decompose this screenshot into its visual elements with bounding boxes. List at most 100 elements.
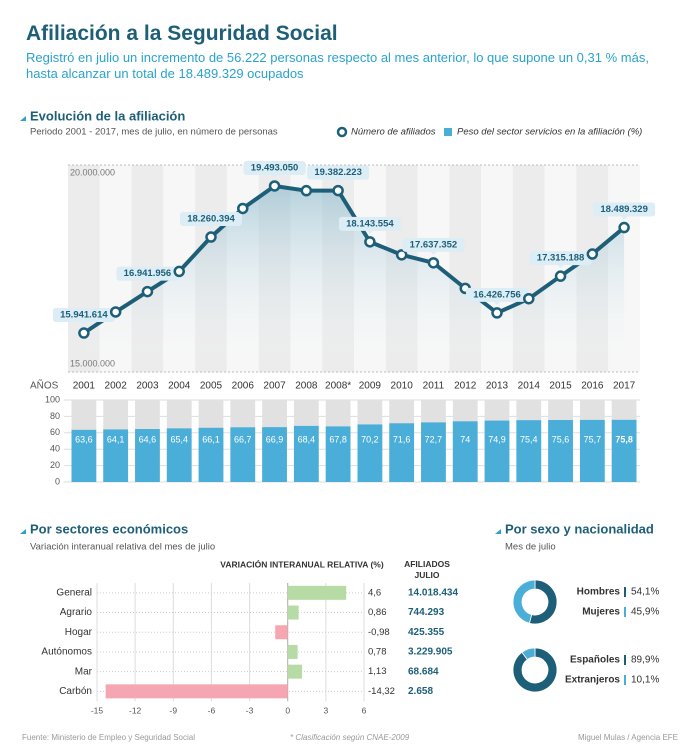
value-label-box bbox=[116, 266, 179, 281]
point bbox=[586, 248, 599, 260]
category-label: Mar bbox=[75, 666, 93, 677]
section-marker bbox=[20, 116, 26, 121]
x-tick-label: 2010 bbox=[391, 381, 414, 392]
y-tick-label: 20.000.000 bbox=[70, 167, 115, 177]
bar bbox=[484, 420, 510, 482]
x-tick-label: 3 bbox=[323, 705, 328, 715]
x-tick-label: 2003 bbox=[136, 381, 159, 392]
value-label-pointer bbox=[80, 322, 87, 326]
y-tick-label: 60 bbox=[50, 427, 60, 437]
x-tick-label: 2007 bbox=[263, 381, 286, 392]
value-label: -0,98 bbox=[368, 627, 390, 638]
bar-value-label: 63,6 bbox=[75, 434, 93, 444]
page-title: Afiliación a la Seguridad Social bbox=[26, 22, 338, 45]
category-label: General bbox=[56, 587, 92, 598]
column-header: AFILIADOS JULIO bbox=[404, 559, 450, 580]
value-label: 19.493.050 bbox=[251, 163, 299, 174]
x-tick-label: 2015 bbox=[549, 381, 572, 392]
bar bbox=[230, 427, 256, 482]
value-label-box bbox=[180, 212, 242, 227]
category-label: Agrario bbox=[60, 607, 93, 618]
value-label: 0,78 bbox=[368, 646, 387, 657]
value-label: 19.382.223 bbox=[314, 167, 362, 178]
bar-value-label: 71,6 bbox=[393, 434, 411, 444]
donut-value-label: 45,9% bbox=[631, 607, 659, 618]
donut-segment bbox=[521, 647, 536, 661]
bar bbox=[325, 426, 351, 482]
y-tick-label: 100 bbox=[45, 394, 60, 404]
x-tick-label: -9 bbox=[170, 705, 178, 715]
donut-category: Mujeres bbox=[582, 607, 620, 618]
bar-value-label: 64,1 bbox=[107, 434, 125, 444]
y-tick-label: 80 bbox=[50, 411, 60, 421]
x-tick-label: 0 bbox=[285, 705, 290, 715]
x-tick-label: 2008 bbox=[295, 381, 318, 392]
category-label: Carbón bbox=[59, 686, 92, 697]
bar bbox=[287, 585, 347, 600]
point bbox=[237, 202, 249, 215]
point bbox=[78, 327, 90, 339]
afiliados-value: 425.355 bbox=[408, 627, 445, 638]
bar-value-label: 74,9 bbox=[488, 434, 506, 444]
value-label-pointer bbox=[430, 251, 437, 255]
bar bbox=[287, 644, 298, 659]
bar-value-label: 75,4 bbox=[520, 434, 538, 444]
donut-value-label: 54,1% bbox=[631, 587, 659, 598]
column-header: VARIACIÓN INTERANUAL RELATIVA (%) bbox=[220, 558, 384, 569]
bar-value-label: 75,7 bbox=[584, 434, 602, 444]
x-tick-label: -6 bbox=[208, 705, 216, 715]
bar bbox=[293, 425, 319, 482]
value-label: 18.260.394 bbox=[187, 214, 235, 225]
y-tick-label: 40 bbox=[50, 444, 60, 454]
bar bbox=[166, 428, 192, 482]
bar bbox=[275, 625, 288, 640]
bar-value-label: 74 bbox=[460, 434, 470, 444]
point bbox=[332, 184, 344, 197]
x-tick-label: 2009 bbox=[359, 381, 382, 392]
bar bbox=[389, 423, 415, 482]
value-label-box bbox=[307, 165, 370, 180]
value-label-pointer bbox=[494, 301, 500, 305]
bar-value-label: 75,6 bbox=[552, 434, 570, 444]
bar-value-label: 75,8 bbox=[615, 434, 633, 444]
x-tick-label: -12 bbox=[129, 705, 142, 715]
afiliados-value: 2.658 bbox=[408, 686, 433, 697]
value-label-pointer bbox=[557, 265, 564, 269]
donut-value-label: 89,9% bbox=[631, 655, 659, 666]
legend-label: Peso del sector servicios en la afiliaci… bbox=[457, 127, 642, 138]
afiliados-value: 68.684 bbox=[408, 666, 439, 677]
section-marker bbox=[20, 529, 26, 534]
bar-value-label: 65,4 bbox=[170, 434, 188, 444]
value-label-box bbox=[338, 216, 401, 231]
bar bbox=[452, 421, 478, 482]
x-tick-label: 6 bbox=[362, 705, 367, 715]
x-tick-label: 2004 bbox=[168, 381, 191, 392]
value-label: 18.489.329 bbox=[600, 204, 648, 215]
point bbox=[109, 306, 122, 318]
bar-value-label: 68,4 bbox=[298, 434, 316, 444]
value-label-pointer bbox=[208, 226, 214, 230]
bar-value-label: 67,8 bbox=[329, 434, 347, 444]
bar-value-label: 66,9 bbox=[266, 434, 284, 444]
bar bbox=[198, 427, 224, 482]
value-label-box bbox=[243, 160, 306, 175]
x-tick-label: 2013 bbox=[486, 381, 509, 392]
bar bbox=[262, 427, 287, 482]
bar bbox=[135, 429, 160, 482]
page-subtitle: Registró en julio un incremento de 56.22… bbox=[26, 50, 649, 81]
value-label: 1,13 bbox=[368, 666, 387, 677]
section-title: Por sectores económicos bbox=[30, 521, 188, 536]
value-label-pointer bbox=[271, 174, 278, 178]
category-label: Hogar bbox=[65, 627, 93, 638]
point bbox=[205, 231, 217, 243]
value-label-pointer bbox=[335, 179, 342, 183]
x-tick-label: 2005 bbox=[200, 381, 223, 392]
point bbox=[491, 307, 503, 319]
point bbox=[173, 265, 185, 278]
section-subtitle: Mes de julio bbox=[505, 542, 556, 553]
donut-segment bbox=[528, 579, 558, 625]
value-label: 17.315.188 bbox=[537, 253, 585, 264]
point bbox=[268, 180, 281, 192]
point bbox=[618, 221, 630, 234]
